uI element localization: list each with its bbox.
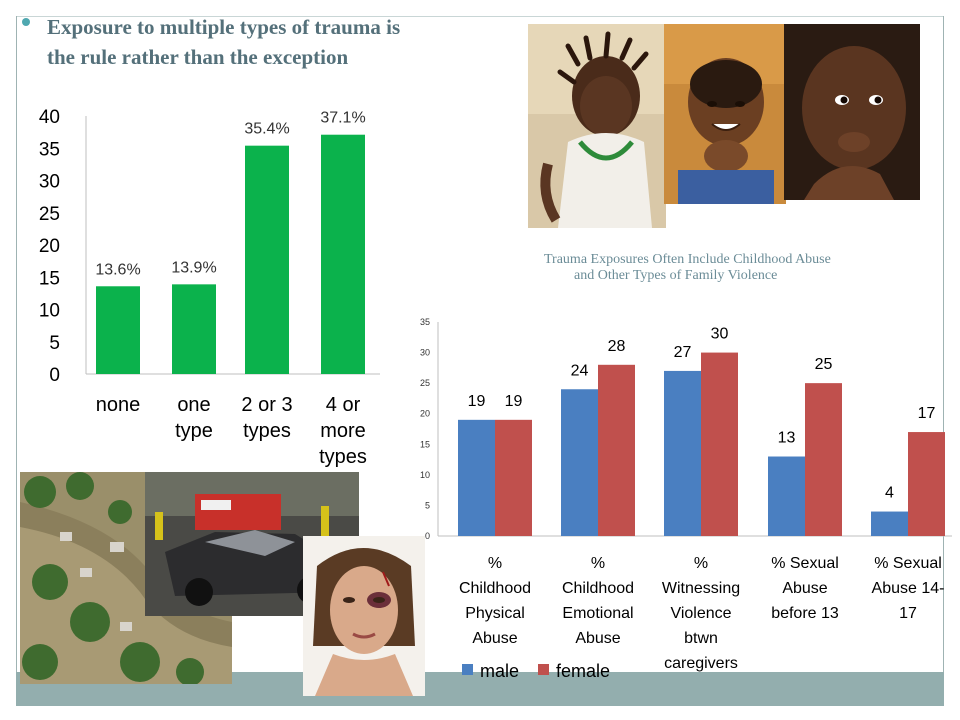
photo-toddler [784,24,920,200]
bar [96,286,140,374]
slide-heading: Exposure to multiple types of trauma is … [47,15,401,69]
y-tick-label: 20 [420,409,430,419]
data-label: 13 [778,430,796,447]
female-bar [701,352,738,536]
male-legend-label: male [480,661,519,681]
data-label: 19 [468,393,486,410]
male-bar [871,511,908,536]
y-tick-label: 15 [39,268,60,289]
x-tick-label: % Sexual [874,555,942,572]
x-tick-label: % [488,555,502,572]
data-label: 13.6% [95,261,140,278]
y-tick-label: 40 [39,107,60,128]
data-label: 25 [815,356,833,373]
x-tick-label: 4 or [326,394,361,416]
x-tick-label: 17 [899,605,917,622]
bullet-dot-icon [22,18,30,26]
x-tick-label: types [319,446,367,468]
x-tick-label: Physical [465,605,525,622]
x-tick-label: % [694,555,708,572]
x-tick-label: more [320,420,366,442]
y-tick-label: 30 [420,348,430,358]
data-label: 19 [505,393,523,410]
bar [172,284,216,374]
x-tick-label: Childhood [459,580,531,597]
female-legend-label: female [556,661,610,681]
x-tick-label: Emotional [562,605,633,622]
chart-subtitle: Trauma Exposures Often Include Childhood… [544,252,944,284]
slide-top-border [16,16,944,17]
chart-abuse-by-gender: 0 5 10 15 20 25 30 35 19 19% Childhood Physical Abus… [420,317,952,681]
x-tick-label: Abuse [782,580,827,597]
bar [321,134,365,374]
female-legend-swatch [538,664,549,675]
slide-right-border [943,16,944,706]
x-tick-label: types [243,420,291,442]
data-label: 28 [608,338,626,355]
y-tick-label: 0 [49,365,60,386]
male-legend-swatch [462,664,473,675]
x-tick-label: % [591,555,605,572]
x-tick-label: % Sexual [771,555,839,572]
male-bar [664,370,701,536]
x-tick-label: Abuse [575,630,620,647]
subtitle-line-1: Trauma Exposures Often Include Childhood… [544,252,831,267]
x-tick-label: Violence [670,605,731,622]
male-bar [768,456,805,536]
data-label: 35.4% [244,121,289,138]
data-label: 13.9% [171,259,216,276]
y-tick-label: 5 [425,500,430,510]
x-tick-label: btwn [684,630,718,647]
y-tick-label: 5 [49,333,60,354]
photo-bruised-woman [303,536,425,696]
female-bar [908,432,945,536]
x-tick-label: caregivers [664,655,738,672]
y-tick-label: 25 [420,378,430,388]
data-label: 24 [571,362,589,379]
slide-left-border [16,16,17,706]
y-tick-label: 15 [420,439,430,449]
x-tick-label: 2 or 3 [241,394,292,416]
y-tick-label: 10 [39,301,60,322]
x-tick-label: before 13 [771,605,839,622]
y-tick-label: 35 [39,139,60,160]
data-label: 37.1% [320,110,365,127]
photo-girl-with-braids [528,24,666,228]
photo-smiling-boy [664,24,786,204]
data-label: 30 [711,326,729,343]
bar [245,145,289,374]
data-label: 27 [674,344,692,361]
y-tick-label: 30 [39,172,60,193]
x-tick-label: Childhood [562,580,634,597]
x-tick-label: one [177,394,210,416]
y-tick-label: 25 [39,204,60,225]
male-bar [458,419,495,536]
x-tick-label: Witnessing [662,580,740,597]
y-tick-label: 35 [420,317,430,327]
x-tick-label: Abuse 14- [872,580,945,597]
male-bar [561,389,598,536]
y-tick-label: 10 [420,470,430,480]
female-bar [495,419,532,536]
x-tick-label: none [96,394,141,416]
female-bar [805,383,842,536]
data-label: 4 [885,485,894,502]
female-bar [598,364,635,536]
y-tick-label: 20 [39,236,60,257]
data-label: 17 [918,405,936,422]
chart-trauma-count: 0 5 10 15 20 25 30 35 40 13.6% none 13.9% one type 35.… [39,107,380,468]
y-tick-label: 0 [425,531,430,541]
x-tick-label: type [175,420,213,442]
x-tick-label: Abuse [472,630,517,647]
subtitle-line-2: and Other Types of Family Violence [574,268,778,283]
